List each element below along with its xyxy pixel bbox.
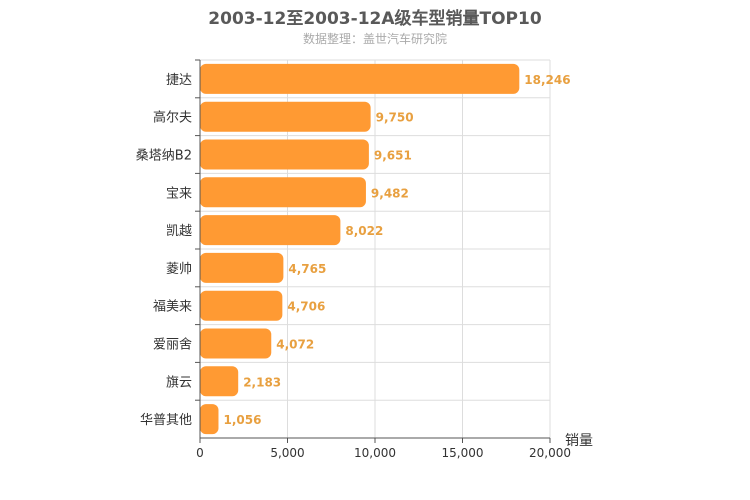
category-label: 高尔夫	[153, 110, 192, 126]
x-tick-label: 15,000	[442, 446, 484, 460]
chart-title: 2003-12至2003-12A级车型销量TOP10	[208, 9, 542, 29]
bars	[200, 63, 520, 435]
data-label: 4,072	[276, 338, 314, 352]
bar	[200, 404, 219, 435]
bar	[200, 290, 283, 321]
bar	[200, 63, 520, 94]
bar	[200, 101, 371, 132]
bar	[200, 139, 369, 170]
category-label: 宝来	[166, 186, 192, 201]
bar	[200, 252, 284, 283]
x-tick-label: 20,000	[529, 446, 571, 460]
data-label: 2,183	[243, 375, 281, 389]
x-axis-title: 销量	[565, 433, 593, 449]
category-label: 捷达	[166, 73, 192, 88]
data-label: 1,056	[223, 413, 261, 427]
category-label: 菱帅	[166, 262, 192, 277]
x-tick-label: 5,000	[270, 446, 304, 460]
data-label: 9,482	[371, 186, 409, 200]
data-label: 8,022	[345, 224, 383, 238]
data-label: 18,246	[524, 73, 570, 87]
bar	[200, 366, 239, 397]
chart-subtitle: 数据整理：盖世汽车研究院	[302, 32, 447, 46]
labels: 0 5,000 10,000 15,000 20,000 捷达 18,246 高尔夫 9,750…	[136, 73, 593, 460]
axes	[195, 59, 551, 443]
category-label: 华普其他	[140, 413, 192, 428]
category-label: 爱丽舍	[153, 338, 192, 353]
category-label: 凯越	[166, 224, 192, 239]
bar	[200, 328, 272, 359]
bar	[200, 177, 366, 208]
x-tick-label: 0	[196, 446, 204, 460]
category-label: 桑塔纳B2	[136, 149, 192, 164]
category-label: 旗云	[166, 374, 192, 390]
bar	[200, 215, 341, 246]
data-label: 4,706	[287, 300, 325, 314]
data-label: 9,651	[374, 149, 412, 163]
x-tick-label: 10,000	[354, 446, 396, 460]
data-label: 9,750	[376, 111, 414, 125]
data-label: 4,765	[288, 262, 326, 276]
category-label: 福美来	[153, 300, 192, 315]
